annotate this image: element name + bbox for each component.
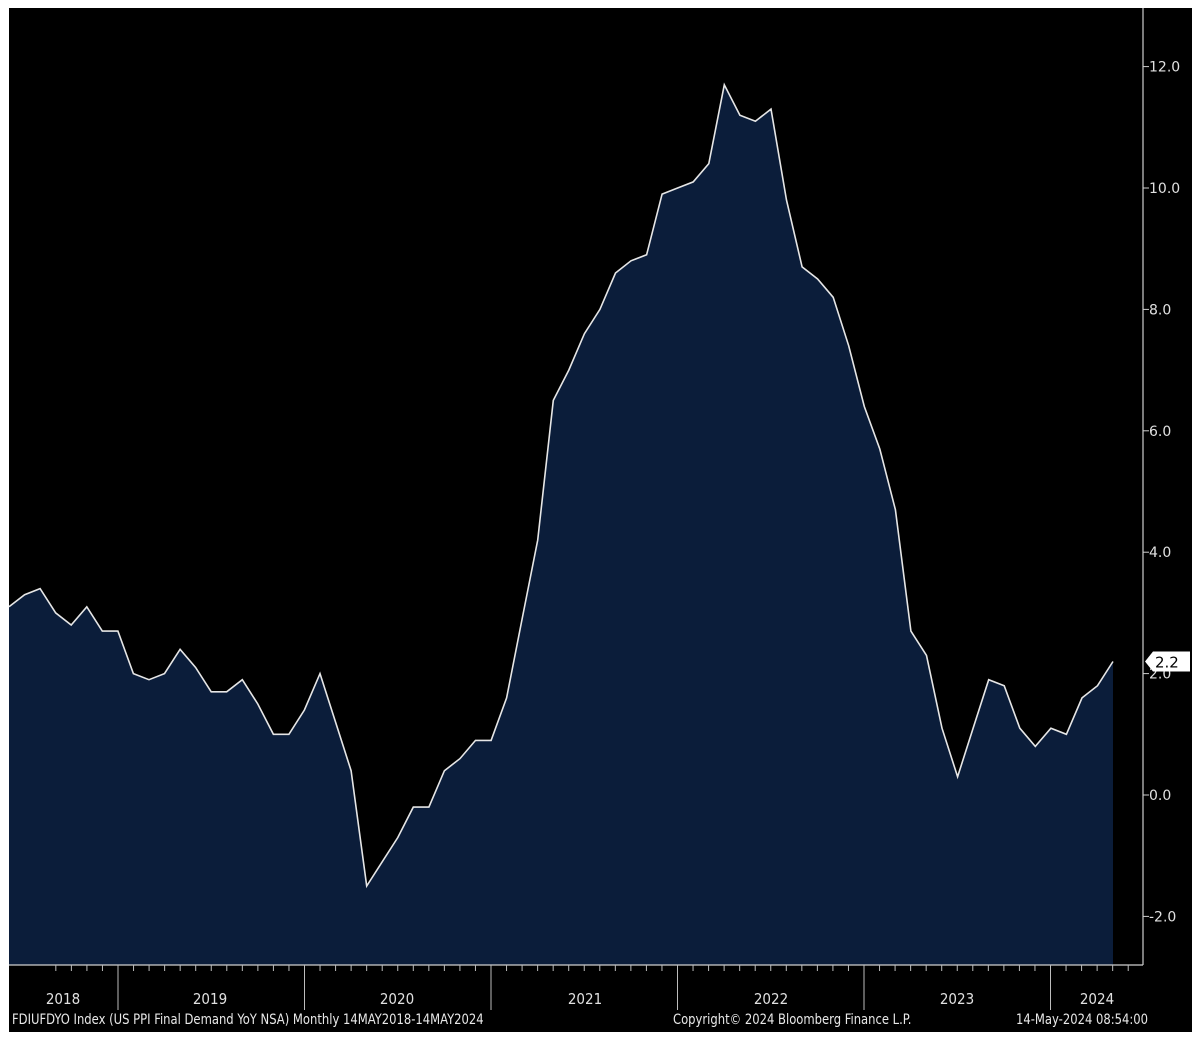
y-tick-label: 0.0 (1149, 788, 1171, 804)
x-tick-label: 2023 (940, 990, 974, 1008)
x-tick-label: 2018 (46, 990, 80, 1008)
series-area (9, 84, 1113, 966)
footer-copyright: Copyright© 2024 Bloomberg Finance L.P. (673, 1012, 912, 1028)
y-tick-label: 12.0 (1149, 60, 1180, 76)
footer-description: FDIUFDYO Index (US PPI Final Demand YoY … (12, 1012, 484, 1028)
x-tick-label: 2021 (568, 990, 602, 1008)
x-tick-label: 2020 (380, 990, 414, 1008)
x-tick-label: 2024 (1080, 990, 1114, 1008)
x-tick-label: 2022 (754, 990, 788, 1008)
y-tick-label: 10.0 (1149, 181, 1180, 197)
y-tick-label: -2.0 (1149, 909, 1176, 925)
last-value-tag (1145, 651, 1190, 672)
y-tick-label: 6.0 (1149, 424, 1171, 440)
footer-timestamp: 14-May-2024 08:54:00 (1016, 1012, 1149, 1028)
series-line (8, 82, 1114, 889)
x-tick-label: 2019 (193, 990, 227, 1008)
y-tick-label: 4.0 (1149, 545, 1171, 561)
y-tick-label: 8.0 (1149, 302, 1171, 318)
last-value-label: 2.2 (1155, 653, 1179, 671)
